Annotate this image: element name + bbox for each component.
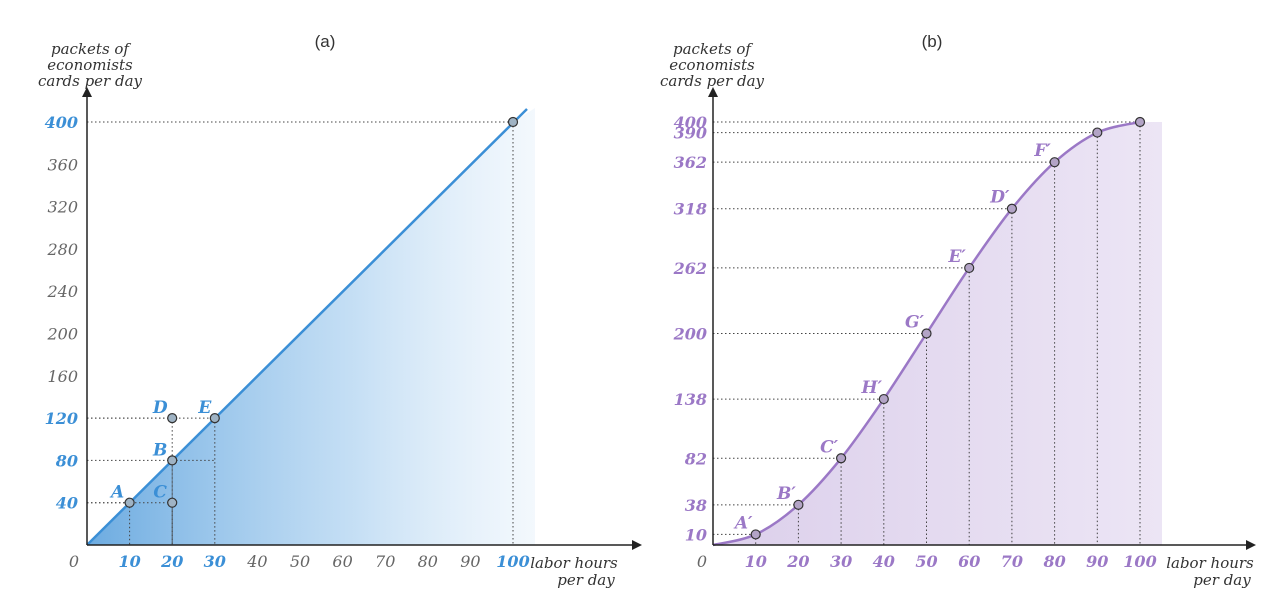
- y-tick-label: 262: [673, 259, 707, 278]
- x-tick-label: 60: [332, 552, 352, 571]
- point-label: A: [109, 483, 124, 503]
- y-tick-label: 80: [55, 451, 78, 470]
- y-tick-label: 400: [674, 113, 707, 132]
- x-axis-label: per day: [557, 571, 615, 589]
- y-tick-label: 400: [45, 113, 78, 132]
- x-tick-label: 10: [745, 552, 767, 571]
- data-point: [1006, 203, 1018, 214]
- x-tick-label: 20: [160, 552, 183, 571]
- data-point: [209, 413, 220, 424]
- y-axis-label: packets of: [673, 40, 753, 58]
- point-label: E: [197, 398, 212, 418]
- point-label: D: [152, 398, 168, 418]
- x-tick-label: 40: [246, 552, 267, 571]
- y-tick-label: 362: [674, 153, 707, 172]
- x-tick-label: 10: [118, 552, 140, 571]
- y-tick-label: 240: [46, 282, 78, 301]
- x-tick-label: 30: [204, 552, 226, 571]
- data-point: [1134, 116, 1146, 128]
- y-axis-arrow: [708, 87, 718, 97]
- y-tick-label: 40: [56, 494, 78, 513]
- point-label: B: [152, 440, 167, 460]
- y-tick-label: 160: [47, 367, 78, 386]
- y-tick-label: 10: [685, 525, 707, 544]
- x-tick-label: 50: [915, 552, 937, 571]
- x-axis-arrow: [632, 540, 642, 550]
- x-tick-label: 60: [958, 552, 980, 571]
- x-tick-label: 40: [873, 552, 895, 571]
- y-tick-label: 318: [674, 200, 707, 219]
- data-point: [1049, 157, 1060, 168]
- data-point: [878, 393, 889, 405]
- chart-title: (a): [315, 32, 336, 51]
- point-label: E′: [947, 247, 966, 267]
- origin-label: 0: [69, 552, 79, 571]
- data-point: [793, 499, 804, 510]
- point-label: C: [153, 483, 167, 503]
- y-axis-label: economists: [47, 56, 133, 74]
- data-point: [964, 262, 975, 274]
- x-tick-label: 70: [375, 552, 395, 571]
- y-axis-label: cards per day: [660, 72, 765, 90]
- data-point: [1092, 127, 1103, 138]
- x-tick-label: 100: [1123, 552, 1156, 571]
- x-axis-label: per day: [1193, 571, 1251, 589]
- data-point: [124, 497, 135, 508]
- data-point: [167, 455, 178, 466]
- series-line: [86, 108, 528, 546]
- x-tick-label: 30: [830, 552, 852, 571]
- chart-title: (b): [922, 32, 943, 51]
- x-tick-label: 70: [1001, 552, 1023, 571]
- x-tick-label: 20: [786, 552, 809, 571]
- x-axis-arrow: [1246, 540, 1256, 550]
- y-tick-label: 320: [47, 198, 78, 217]
- x-tick-label: 80: [1042, 552, 1065, 571]
- point-label: F′: [1033, 141, 1051, 161]
- x-tick-label: 90: [460, 552, 480, 571]
- point-label: H′: [861, 378, 883, 398]
- data-point: [835, 453, 847, 464]
- x-tick-label: 90: [1086, 552, 1108, 571]
- data-point: [750, 529, 761, 540]
- x-tick-label: 50: [290, 552, 310, 571]
- y-tick-label: 280: [46, 240, 78, 259]
- y-tick-label: 138: [674, 390, 707, 409]
- x-tick-label: 100: [496, 552, 529, 571]
- data-point: [167, 413, 178, 424]
- y-axis-arrow: [82, 87, 92, 97]
- y-axis-label: cards per day: [38, 72, 143, 90]
- shaded-area: [713, 122, 1162, 545]
- x-axis-label: labor hours: [1166, 554, 1254, 572]
- y-axis-label: economists: [669, 56, 755, 74]
- x-axis-label: labor hours: [530, 554, 618, 572]
- y-axis-label: packets of: [51, 40, 131, 58]
- chart-a: 40 80 120 160 200 240 280 320 360 400 10 20 30 40 50 60…: [38, 32, 642, 589]
- y-tick-label: 38: [685, 496, 707, 515]
- y-tick-label: 200: [46, 325, 78, 344]
- origin-label: 0: [697, 552, 707, 571]
- point-label: A′: [733, 513, 753, 533]
- y-tick-label: 82: [684, 449, 707, 468]
- point-label: G′: [905, 313, 925, 333]
- y-tick-label: 360: [47, 155, 78, 174]
- data-point: [507, 116, 519, 128]
- x-tick-label: 80: [418, 552, 438, 571]
- y-tick-label: 390: [674, 124, 707, 143]
- point-label: D′: [989, 188, 1010, 208]
- point-label: C′: [820, 437, 839, 457]
- y-tick-label: 120: [45, 409, 78, 428]
- data-point: [921, 328, 932, 339]
- data-point: [167, 497, 178, 508]
- point-label: B′: [776, 484, 796, 504]
- y-tick-label: 200: [673, 325, 707, 344]
